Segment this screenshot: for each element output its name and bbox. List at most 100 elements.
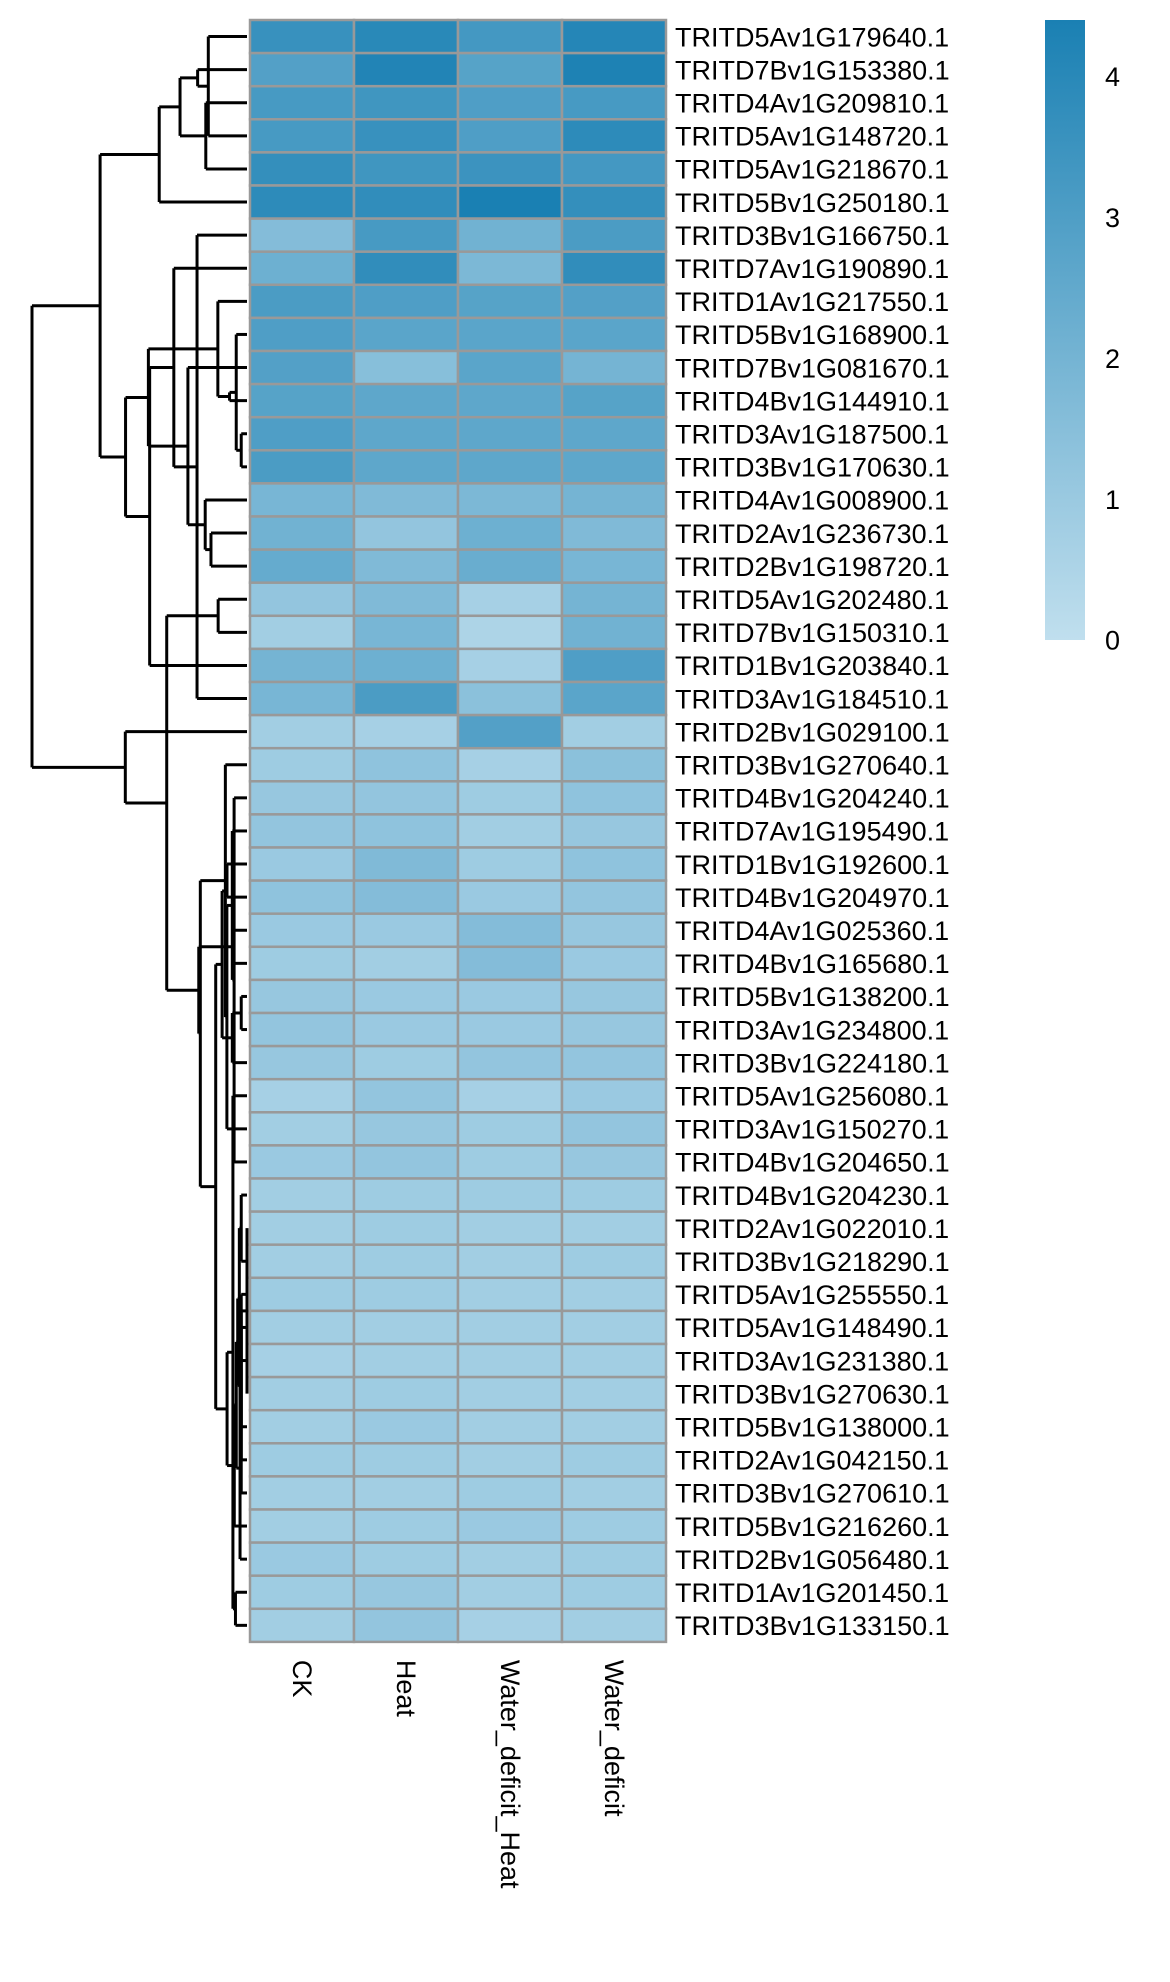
heatmap-cell	[456, 118, 564, 154]
row-label: TRITD2Av1G236730.1	[675, 519, 949, 549]
row-label: TRITD3Av1G150270.1	[675, 1115, 949, 1145]
heatmap-cell	[352, 118, 460, 154]
heatmap-cell	[248, 614, 356, 651]
heatmap-cell	[352, 382, 460, 419]
heatmap-cell	[352, 1607, 460, 1644]
heatmap-cell	[352, 1408, 460, 1445]
heatmap-cell	[560, 879, 668, 915]
heatmap-cell	[560, 382, 668, 419]
heatmap-cell	[456, 51, 564, 88]
column-label: Water_deficit	[599, 1660, 629, 1817]
heatmap-cell	[248, 746, 356, 783]
heatmap-cell	[248, 1574, 356, 1611]
heatmap-cells	[248, 18, 668, 1644]
heatmap-cell	[560, 1077, 668, 1114]
heatmap-cell	[560, 647, 668, 684]
heatmap-cell	[248, 680, 356, 717]
heatmap-cell	[352, 1177, 460, 1213]
heatmap-cell	[248, 846, 356, 882]
heatmap-cell	[456, 548, 564, 584]
heatmap-cell	[352, 283, 460, 320]
heatmap-cell	[560, 118, 668, 154]
heatmap-cell	[248, 945, 356, 982]
heatmap-cell	[248, 118, 356, 154]
heatmap-cell	[352, 1375, 460, 1412]
heatmap-cell	[248, 1408, 356, 1445]
heatmap-cell	[560, 945, 668, 982]
heatmap-cell	[248, 780, 356, 816]
column-labels: CK Heat Water_deficit_Heat Water_deficit	[287, 1660, 629, 1889]
row-label: TRITD2Av1G042150.1	[675, 1446, 949, 1476]
heatmap-cell	[560, 217, 668, 253]
heatmap-cell	[560, 1210, 668, 1246]
heatmap-cell	[456, 449, 564, 485]
heatmap-cell	[560, 84, 668, 121]
heatmap-cell	[248, 713, 356, 750]
colorbar-tick-label: 3	[1105, 203, 1120, 233]
heatmap-cell	[456, 18, 564, 55]
heatmap-cell	[352, 1342, 460, 1379]
heatmap-cell	[456, 647, 564, 684]
heatmap-cell	[560, 1144, 668, 1180]
row-label: TRITD5Av1G148720.1	[675, 122, 949, 152]
row-label: TRITD4Av1G025360.1	[675, 916, 949, 946]
heatmap-cell	[560, 349, 668, 386]
heatmap-cell	[352, 51, 460, 88]
heatmap-cell	[248, 1442, 356, 1478]
heatmap-cell	[248, 1276, 356, 1313]
heatmap-cell	[352, 1442, 460, 1478]
heatmap-cell	[352, 680, 460, 717]
heatmap-cell	[560, 746, 668, 783]
heatmap-cell	[352, 151, 460, 187]
heatmap-cell	[248, 813, 356, 849]
heatmap-cell	[560, 316, 668, 353]
heatmap-cell	[456, 846, 564, 882]
row-label: TRITD5Av1G255550.1	[675, 1280, 949, 1310]
heatmap-cell	[248, 1044, 356, 1081]
heatmap-cell	[248, 879, 356, 915]
colorbar-tick-label: 0	[1105, 626, 1120, 656]
heatmap-cell	[248, 482, 356, 518]
colorbar-tick-label: 4	[1105, 62, 1120, 92]
heatmap-cell	[560, 1011, 668, 1048]
column-label: Heat	[391, 1660, 421, 1718]
heatmap-cell	[248, 283, 356, 320]
heatmap-cell	[560, 780, 668, 816]
heatmap-cell	[456, 415, 564, 452]
row-label: TRITD3Bv1G270610.1	[675, 1479, 950, 1509]
row-label: TRITD7Bv1G150310.1	[675, 618, 950, 648]
heatmap-cell	[352, 316, 460, 353]
heatmap-cell	[456, 813, 564, 849]
heatmap-cell	[352, 84, 460, 121]
heatmap-cell	[560, 846, 668, 882]
heatmap-cell	[352, 349, 460, 386]
heatmap-cell	[560, 912, 668, 949]
heatmap-cell	[248, 1607, 356, 1644]
row-label: TRITD4Bv1G144910.1	[675, 386, 950, 416]
heatmap-cell	[248, 415, 356, 452]
row-label: TRITD2Bv1G056480.1	[675, 1545, 950, 1575]
heatmap-cell	[560, 680, 668, 717]
heatmap-cell	[352, 1144, 460, 1180]
heatmap-cell	[352, 1309, 460, 1346]
heatmap-cell	[248, 1077, 356, 1114]
row-label: TRITD3Av1G234800.1	[675, 1015, 949, 1045]
row-dendrogram	[30, 35, 249, 1627]
row-label: TRITD7Av1G190890.1	[675, 254, 949, 284]
heatmap-cell	[352, 746, 460, 783]
row-label: TRITD7Bv1G153380.1	[675, 55, 950, 85]
heatmap-cell	[456, 151, 564, 187]
heatmap-cell	[352, 1541, 460, 1577]
heatmap-cell	[456, 945, 564, 982]
heatmap-cell	[248, 1375, 356, 1412]
heatmap-cell	[560, 415, 668, 452]
heatmap-cell	[456, 1276, 564, 1313]
row-label: TRITD5Bv1G138000.1	[675, 1412, 950, 1442]
heatmap-cell	[352, 515, 460, 551]
heatmap-cell	[352, 1011, 460, 1048]
heatmap-cell	[456, 1044, 564, 1081]
heatmap-cell	[248, 1144, 356, 1180]
heatmap-cell	[352, 614, 460, 651]
heatmap-cell	[352, 1243, 460, 1280]
